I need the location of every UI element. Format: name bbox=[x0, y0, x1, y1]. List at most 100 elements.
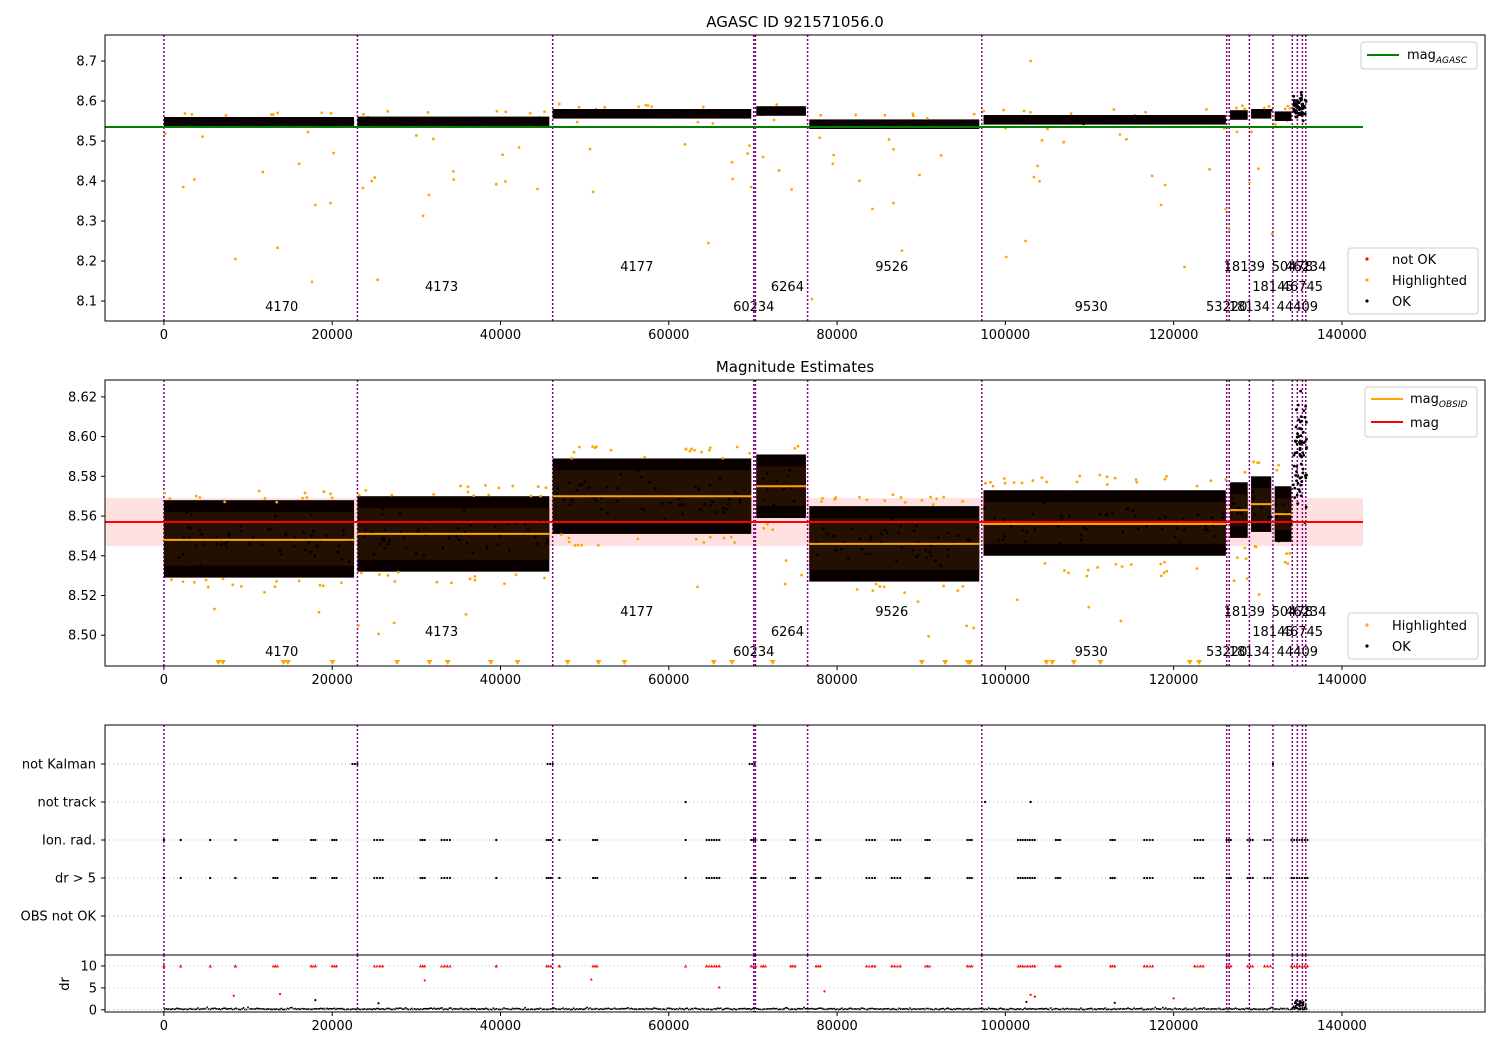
ok-point bbox=[708, 483, 712, 487]
flag-point bbox=[1202, 838, 1205, 842]
obsid-label: 60234 bbox=[733, 645, 774, 660]
dr-point bbox=[1086, 1008, 1088, 1010]
dr-point bbox=[972, 1008, 975, 1010]
ok-point bbox=[701, 113, 705, 116]
ok-band bbox=[1274, 111, 1292, 121]
highlighted-point bbox=[942, 495, 946, 499]
dr-clipped-point bbox=[1151, 964, 1155, 968]
ok-point bbox=[1251, 497, 1255, 501]
ok-point bbox=[848, 122, 852, 126]
panel-mag-yticks: 8.508.528.548.568.588.608.62 bbox=[68, 390, 105, 644]
dr-point bbox=[1009, 1007, 1011, 1010]
highlighted-point bbox=[609, 448, 613, 452]
ok-point bbox=[1151, 121, 1155, 125]
ok-point bbox=[1157, 551, 1161, 555]
ok-point bbox=[1087, 115, 1090, 118]
dr-point bbox=[969, 1008, 972, 1011]
dr-point bbox=[1305, 1008, 1308, 1010]
dr-point bbox=[694, 1007, 696, 1010]
highlighted-point bbox=[1262, 106, 1266, 110]
dr-clipped-point bbox=[793, 964, 797, 968]
dr-point bbox=[222, 1007, 225, 1010]
dr-point bbox=[1303, 1008, 1306, 1011]
dr-point bbox=[1236, 1008, 1238, 1010]
ok-point bbox=[738, 500, 742, 503]
flag-point bbox=[868, 838, 871, 842]
dr-point bbox=[1113, 1007, 1116, 1010]
dr-clipped-point bbox=[892, 964, 897, 968]
dr-point bbox=[238, 1008, 240, 1011]
ok-point bbox=[1299, 434, 1303, 438]
highlighted-point bbox=[1112, 108, 1116, 111]
highlighted-point bbox=[646, 104, 650, 107]
highlighted-point bbox=[831, 162, 835, 166]
ok-point bbox=[1301, 451, 1305, 455]
dr-point bbox=[565, 1007, 567, 1010]
ok-point bbox=[1222, 117, 1226, 121]
dr-point bbox=[1299, 1007, 1302, 1010]
dr-point bbox=[498, 1008, 501, 1011]
ok-point bbox=[1298, 490, 1302, 494]
dr-point bbox=[1033, 1008, 1035, 1010]
highlighted-point bbox=[1270, 232, 1274, 236]
ok-point bbox=[1091, 118, 1095, 122]
ok-point bbox=[383, 528, 387, 532]
ok-point bbox=[1061, 518, 1064, 521]
highlighted-point bbox=[1288, 106, 1292, 110]
dr-point bbox=[666, 1007, 669, 1010]
ok-point bbox=[541, 122, 545, 126]
dr-point bbox=[306, 1008, 308, 1011]
ok-point bbox=[1024, 540, 1027, 544]
ok-point bbox=[218, 119, 222, 123]
highlighted-point bbox=[224, 113, 228, 117]
flag-point bbox=[381, 838, 384, 842]
dr-point bbox=[288, 1008, 290, 1010]
dr-point bbox=[927, 1007, 929, 1010]
ok-point bbox=[477, 116, 480, 120]
flag-point bbox=[443, 876, 446, 880]
flag-point bbox=[708, 838, 711, 842]
dr-point bbox=[266, 1008, 269, 1010]
dr-point bbox=[633, 1008, 636, 1011]
dr-point bbox=[327, 1008, 330, 1010]
ok-point bbox=[465, 119, 469, 123]
dr-point bbox=[521, 1008, 523, 1011]
dr-point bbox=[386, 1007, 389, 1010]
highlighted-point bbox=[1024, 239, 1027, 243]
ok-point bbox=[1304, 476, 1308, 480]
flag-point bbox=[865, 838, 868, 842]
dr-point bbox=[291, 1006, 293, 1009]
dr-point bbox=[798, 1007, 801, 1010]
dr-point bbox=[268, 1008, 271, 1010]
ok-point bbox=[791, 107, 795, 111]
dr-point bbox=[354, 1008, 357, 1011]
ok-point bbox=[925, 556, 928, 560]
ok-point bbox=[383, 546, 387, 550]
dr-point bbox=[953, 1008, 955, 1010]
dr-point bbox=[318, 1007, 320, 1010]
ok-point bbox=[802, 107, 806, 111]
flag-point bbox=[1016, 876, 1020, 880]
dr-point bbox=[522, 1008, 525, 1011]
ok-point bbox=[1300, 93, 1303, 97]
flag-point bbox=[1301, 876, 1304, 880]
dr-point bbox=[842, 1008, 845, 1011]
dr-clipped-point bbox=[442, 964, 446, 968]
dr-clipped-point bbox=[162, 964, 166, 968]
ok-point bbox=[1292, 101, 1296, 105]
ok-point bbox=[1108, 115, 1111, 119]
highlighted-point bbox=[1119, 619, 1123, 623]
dr-point bbox=[503, 1007, 505, 1009]
obsid-label: 46234 bbox=[1285, 605, 1326, 620]
flag-point bbox=[274, 838, 277, 842]
ok-point bbox=[1300, 419, 1303, 423]
ok-point bbox=[1301, 430, 1305, 434]
highlighted-point bbox=[329, 111, 333, 115]
dr-point bbox=[769, 1008, 772, 1010]
highlighted-point bbox=[696, 120, 700, 124]
ok-point bbox=[1205, 120, 1208, 124]
highlighted-point bbox=[528, 111, 532, 115]
ok-point bbox=[885, 531, 889, 535]
dr-clipped-point bbox=[545, 964, 549, 968]
ok-point bbox=[1175, 527, 1179, 530]
